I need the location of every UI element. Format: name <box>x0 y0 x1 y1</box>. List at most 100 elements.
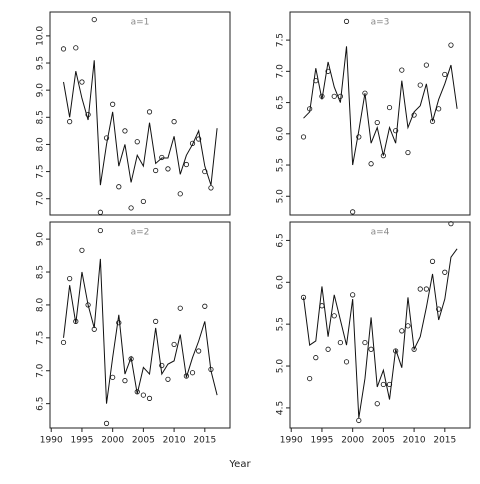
panel-label: a=2 <box>131 228 150 238</box>
observed-point <box>165 166 171 172</box>
fitted-line <box>63 258 218 404</box>
observed-point <box>307 375 313 382</box>
observed-point <box>189 140 196 146</box>
observed-point <box>423 62 429 68</box>
observed-point <box>146 395 153 401</box>
observed-point <box>153 318 159 324</box>
observed-point <box>128 356 134 362</box>
panel-label: a=3 <box>371 18 390 28</box>
observed-point <box>386 381 393 388</box>
observed-point <box>300 134 307 140</box>
x-tick-label: 2010 <box>163 436 186 446</box>
x-tick-label: 1990 <box>280 436 303 446</box>
observed-point <box>411 112 417 118</box>
observed-point <box>122 128 128 134</box>
y-tick-label: 8.0 <box>36 137 46 152</box>
observed-point <box>183 161 189 168</box>
observed-point <box>313 355 319 361</box>
panel-frame <box>289 221 471 429</box>
x-tick-label: 2000 <box>101 436 124 446</box>
panel-label: a=1 <box>131 18 150 28</box>
x-tick-label: 2015 <box>433 436 456 446</box>
observed-point <box>79 247 85 253</box>
observed-point <box>331 93 337 99</box>
observed-point <box>343 359 350 365</box>
x-tick-label: 2005 <box>132 436 155 446</box>
observed-point <box>319 93 325 99</box>
y-tick-label: 10.0 <box>36 26 46 46</box>
observed-point <box>122 378 128 384</box>
observed-point <box>110 374 116 380</box>
y-tick-label: 8.5 <box>36 265 46 279</box>
observed-point <box>399 67 405 73</box>
observed-point <box>208 185 214 191</box>
observed-point <box>337 93 343 99</box>
observed-point <box>208 366 214 373</box>
observed-point <box>325 68 331 74</box>
observed-point <box>134 389 140 395</box>
observed-point <box>116 320 122 326</box>
observed-point <box>350 292 356 298</box>
observed-point <box>356 134 362 140</box>
y-tick-label: 8.5 <box>36 110 46 124</box>
observed-point <box>196 136 202 142</box>
observed-point <box>331 313 337 319</box>
observed-point <box>183 373 189 379</box>
observed-point <box>380 153 386 159</box>
observed-point <box>307 106 313 112</box>
y-tick-label: 6.0 <box>276 275 286 290</box>
observed-point <box>140 392 146 398</box>
observed-point <box>79 79 85 85</box>
observed-point <box>417 286 423 292</box>
fitted-line <box>303 46 458 166</box>
fitted-line <box>63 60 218 186</box>
observed-point <box>417 82 423 88</box>
panel-frame <box>49 11 231 216</box>
x-axis-label: Year <box>228 459 251 470</box>
observed-point <box>67 276 73 282</box>
y-tick-label: 6.0 <box>276 126 286 141</box>
observed-point <box>356 417 362 424</box>
y-tick-label: 7.5 <box>36 331 46 345</box>
observed-point <box>386 104 393 111</box>
y-tick-label: 6.5 <box>36 396 46 410</box>
observed-point <box>442 269 448 275</box>
y-tick-label: 7.0 <box>36 191 46 206</box>
observed-point <box>405 323 411 329</box>
panel-label: a=4 <box>371 228 390 238</box>
observed-point <box>196 348 202 354</box>
observed-point <box>429 118 436 124</box>
observed-point <box>313 78 319 84</box>
observed-point <box>423 286 429 292</box>
observed-point <box>91 326 97 332</box>
x-tick-label: 2010 <box>403 436 426 446</box>
x-tick-label: 2000 <box>341 436 364 446</box>
y-tick-label: 7.5 <box>36 164 46 178</box>
y-tick-label: 4.5 <box>276 401 286 415</box>
y-tick-label: 6.5 <box>276 95 286 109</box>
observed-point <box>60 46 67 52</box>
observed-point <box>73 318 79 324</box>
observed-point <box>67 119 73 125</box>
observed-point <box>140 198 146 205</box>
observed-point <box>436 306 442 312</box>
observed-point <box>97 227 103 234</box>
y-tick-label: 7.5 <box>276 33 286 47</box>
observed-point <box>134 139 140 145</box>
observed-point <box>165 376 171 382</box>
panel-frame <box>289 11 471 216</box>
y-tick-label: 9.5 <box>36 56 46 70</box>
observed-point <box>405 149 411 156</box>
observed-point <box>159 154 165 161</box>
observed-point <box>362 90 368 96</box>
x-tick-label: 2015 <box>193 436 216 446</box>
observed-point <box>202 303 208 309</box>
observed-point <box>393 128 399 134</box>
x-tick-label: 1995 <box>70 436 93 446</box>
observed-point <box>368 346 374 352</box>
observed-point <box>319 303 325 309</box>
observed-point <box>429 258 436 264</box>
y-tick-label: 5.0 <box>276 359 286 374</box>
y-tick-label: 8.0 <box>36 298 46 313</box>
